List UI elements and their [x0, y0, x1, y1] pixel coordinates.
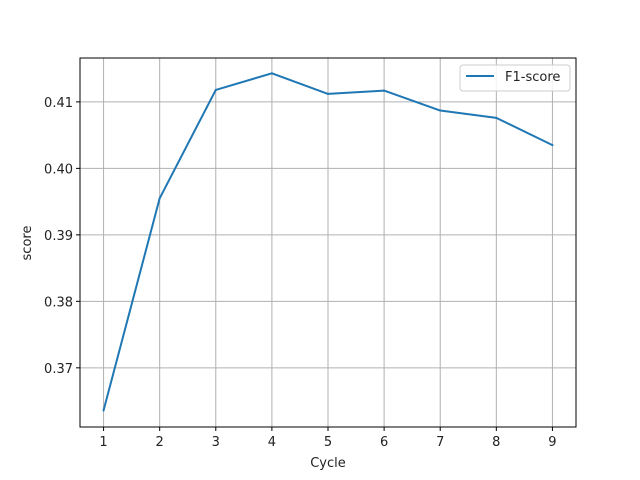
data-point: [439, 109, 442, 112]
x-tick-label: 5: [324, 435, 332, 450]
legend: F1-score: [459, 64, 571, 92]
x-axis-label: Cycle: [310, 456, 346, 471]
x-tick-label: 2: [156, 435, 164, 450]
data-point: [102, 409, 105, 412]
x-tick-label: 6: [380, 435, 388, 450]
data-point: [158, 197, 161, 200]
data-point: [383, 89, 386, 92]
legend-box: [459, 64, 571, 92]
legend-label-f1-score: F1-score: [505, 70, 560, 85]
y-tick-label: 0.37: [44, 362, 73, 377]
y-axis-label: score: [20, 226, 35, 261]
data-point: [551, 144, 554, 147]
y-tick-label: 0.40: [44, 162, 73, 177]
x-tick-label: 7: [436, 435, 444, 450]
x-tick-label: 4: [268, 435, 276, 450]
data-point: [327, 92, 329, 95]
x-tick-label: 3: [212, 435, 220, 450]
y-tick-label: 0.38: [44, 295, 73, 310]
y-tick-label: 0.41: [44, 96, 73, 111]
data-point: [495, 116, 498, 119]
series-layer: [102, 72, 554, 412]
y-tick-label: 0.39: [44, 229, 73, 244]
y-axis-ticks: 0.37 0.38 0.39 0.40 0.41: [44, 96, 80, 377]
data-point: [270, 72, 273, 75]
grid: [80, 58, 576, 427]
data-point: [214, 88, 217, 91]
x-axis-ticks: 1 2 3 4 5 6 7 8 9: [99, 427, 557, 450]
x-tick-label: 1: [99, 435, 107, 450]
x-tick-label: 8: [492, 435, 500, 450]
x-tick-label: 9: [548, 435, 556, 450]
